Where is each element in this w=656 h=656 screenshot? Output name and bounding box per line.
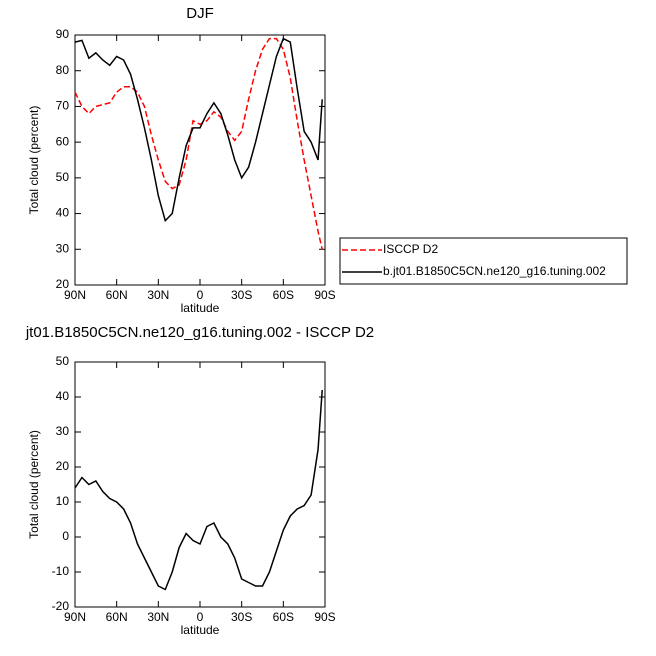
y-axis-label: Total cloud (percent) bbox=[27, 430, 41, 539]
y-tick-label: 0 bbox=[62, 529, 69, 543]
x-tick-label: 0 bbox=[197, 288, 204, 302]
y-tick-label: 20 bbox=[56, 277, 70, 291]
y-tick-label: 50 bbox=[56, 354, 70, 368]
legend-label: ISCCP D2 bbox=[383, 242, 438, 256]
y-tick-label: 90 bbox=[56, 27, 70, 41]
x-tick-label: 30N bbox=[147, 610, 169, 624]
plot-frame bbox=[74, 34, 326, 286]
x-axis-label: latitude bbox=[181, 623, 220, 637]
x-tick-label: 0 bbox=[197, 610, 204, 624]
y-tick-label: -20 bbox=[52, 599, 70, 613]
x-tick-label: 30S bbox=[231, 610, 252, 624]
x-tick-label: 60S bbox=[273, 288, 294, 302]
x-tick-label: 90S bbox=[314, 610, 335, 624]
legend-box bbox=[339, 237, 628, 285]
y-tick-label: 30 bbox=[56, 241, 70, 255]
y-tick-label: 60 bbox=[56, 134, 70, 148]
y-tick-label: 40 bbox=[56, 389, 70, 403]
x-tick-label: 30N bbox=[147, 288, 169, 302]
chart-title: DJF bbox=[186, 5, 214, 22]
y-axis-label: Total cloud (percent) bbox=[27, 106, 41, 215]
chart-title: jt01.B1850C5CN.ne120_g16.tuning.002 - IS… bbox=[25, 324, 374, 341]
legend-label: b.jt01.B1850C5CN.ne120_g16.tuning.002 bbox=[383, 264, 606, 278]
y-tick-label: 10 bbox=[56, 494, 70, 508]
x-tick-label: 90N bbox=[64, 610, 86, 624]
y-tick-label: 20 bbox=[56, 459, 70, 473]
data-line bbox=[74, 37, 323, 223]
x-axis-label: latitude bbox=[181, 301, 220, 315]
x-tick-label: 60N bbox=[106, 288, 128, 302]
y-tick-label: 50 bbox=[56, 170, 70, 184]
x-tick-label: 30S bbox=[231, 288, 252, 302]
y-tick-label: 80 bbox=[56, 63, 70, 77]
y-tick-label: -10 bbox=[52, 564, 70, 578]
y-tick-label: 40 bbox=[56, 206, 70, 220]
plot-frame bbox=[74, 361, 326, 608]
x-tick-label: 90S bbox=[314, 288, 335, 302]
data-line bbox=[74, 37, 323, 250]
x-tick-label: 90N bbox=[64, 288, 86, 302]
y-tick-label: 30 bbox=[56, 424, 70, 438]
x-tick-label: 60S bbox=[273, 610, 294, 624]
data-line bbox=[74, 389, 323, 591]
y-tick-label: 70 bbox=[56, 99, 70, 113]
x-tick-label: 60N bbox=[106, 610, 128, 624]
